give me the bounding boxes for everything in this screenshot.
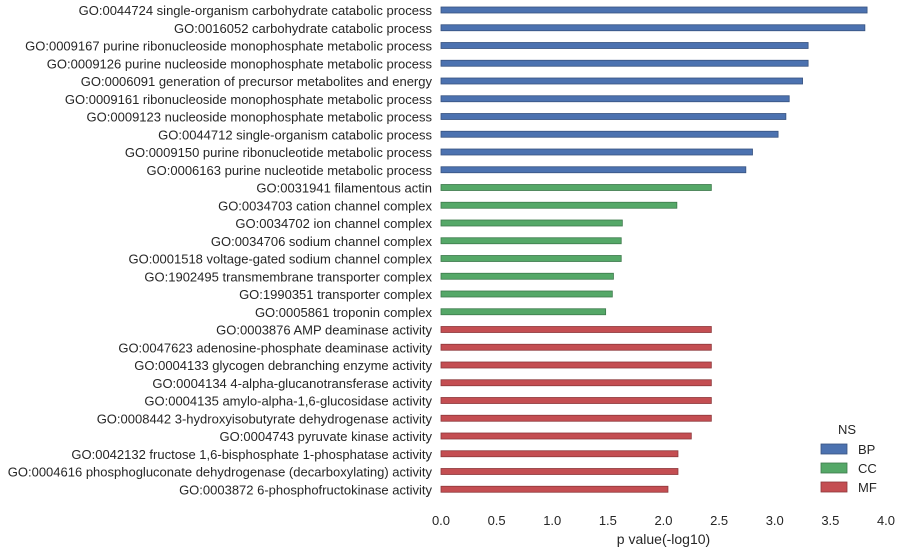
category-label: GO:0006091 generation of precursor metab… (81, 74, 433, 89)
category-label: GO:0009161 ribonucleoside monophosphate … (65, 92, 433, 107)
bar (440, 308, 607, 316)
category-label: GO:0004616 phosphogluconate dehydrogenas… (8, 465, 433, 480)
category-label: GO:0004743 pyruvate kinase activity (220, 429, 433, 444)
category-label: GO:1990351 transporter complex (239, 287, 432, 302)
legend-title: NS (838, 422, 856, 437)
bar (440, 379, 712, 387)
bar (440, 397, 712, 404)
bar (440, 343, 712, 351)
category-label: GO:0034703 cation channel complex (218, 198, 432, 213)
bar (440, 77, 803, 85)
bar (440, 432, 692, 440)
category-label: GO:0042132 fructose 1,6-bisphosphate 1-p… (71, 447, 432, 462)
bar (440, 290, 613, 298)
category-label: GO:0044712 single-organism catabolic pro… (158, 127, 432, 142)
category-label: GO:0047623 adenosine-phosphate deaminase… (118, 340, 432, 355)
bar (440, 113, 787, 120)
category-label: GO:0004135 amylo-alpha-1,6-glucosidase a… (144, 394, 432, 409)
legend-label: MF (858, 480, 877, 495)
bar (440, 95, 790, 103)
bar (440, 59, 809, 67)
x-tick-label: 4.0 (877, 513, 895, 528)
x-tick-label: 0.0 (432, 513, 450, 528)
bar (440, 130, 779, 138)
category-label: GO:0044724 single-organism carbohydrate … (79, 3, 433, 18)
category-label: GO:0009150 purine ribonucleotide metabol… (125, 145, 433, 160)
category-label: GO:1902495 transmembrane transporter com… (144, 269, 432, 284)
x-tick-label: 1.5 (599, 513, 617, 528)
bar (440, 237, 622, 245)
category-label: GO:0031941 filamentous actin (256, 181, 432, 196)
bars-layer (440, 6, 868, 493)
bar (440, 326, 712, 333)
legend-swatch (820, 481, 848, 493)
category-label: GO:0001518 voltage-gated sodium channel … (128, 252, 432, 267)
bar (440, 361, 712, 369)
category-label: GO:0009126 purine nucleoside monophospha… (47, 56, 433, 71)
x-tick-label: 3.0 (766, 513, 784, 528)
category-label: GO:0004133 glycogen debranching enzyme a… (134, 358, 432, 373)
bar (440, 166, 747, 174)
bar (440, 219, 623, 227)
x-tick-label: 2.0 (654, 513, 672, 528)
bar (440, 272, 614, 280)
legend-swatch (820, 443, 848, 455)
category-label: GO:0006163 purine nucleotide metabolic p… (147, 163, 433, 178)
bar (440, 450, 679, 458)
legend-label: BP (858, 442, 875, 457)
bar (440, 42, 809, 49)
bar (440, 201, 678, 209)
bar (440, 255, 622, 262)
category-label: GO:0003872 6-phosphofructokinase activit… (179, 482, 432, 497)
bar (440, 6, 868, 14)
bar (440, 184, 712, 191)
x-tick-label: 3.5 (821, 513, 839, 528)
legend-label: CC (858, 461, 877, 476)
category-label: GO:0009167 purine ribonucleoside monopho… (25, 39, 432, 54)
category-label: GO:0005861 troponin complex (255, 305, 433, 320)
legend-swatch (820, 462, 848, 474)
x-axis-ticks: 0.0 0.5 1.0 1.5 2.0 2.5 3.0 3.5 4.0 (432, 513, 895, 528)
x-tick-label: 1.0 (543, 513, 561, 528)
x-tick-label: 0.5 (488, 513, 506, 528)
bar (440, 468, 679, 475)
bar (440, 24, 866, 32)
bar (440, 485, 669, 493)
category-label: GO:0008442 3-hydroxyisobutyrate dehydrog… (97, 411, 433, 426)
category-label: GO:0034706 sodium channel complex (211, 234, 433, 249)
category-label: GO:0004134 4-alpha-glucanotransferase ac… (152, 376, 432, 391)
category-label: GO:0003876 AMP deaminase activity (216, 323, 432, 338)
x-axis-label: p value(-log10) (617, 531, 710, 547)
category-labels: GO:0044724 single-organism carbohydrate … (8, 3, 433, 497)
legend: NS BP CC MF (820, 422, 877, 495)
x-tick-label: 2.5 (710, 513, 728, 528)
bar (440, 148, 753, 156)
category-label: GO:0016052 carbohydrate catabolic proces… (174, 21, 432, 36)
category-label: GO:0009123 nucleoside monophosphate meta… (87, 110, 433, 125)
category-label: GO:0034702 ion channel complex (235, 216, 432, 231)
bar (440, 414, 712, 422)
